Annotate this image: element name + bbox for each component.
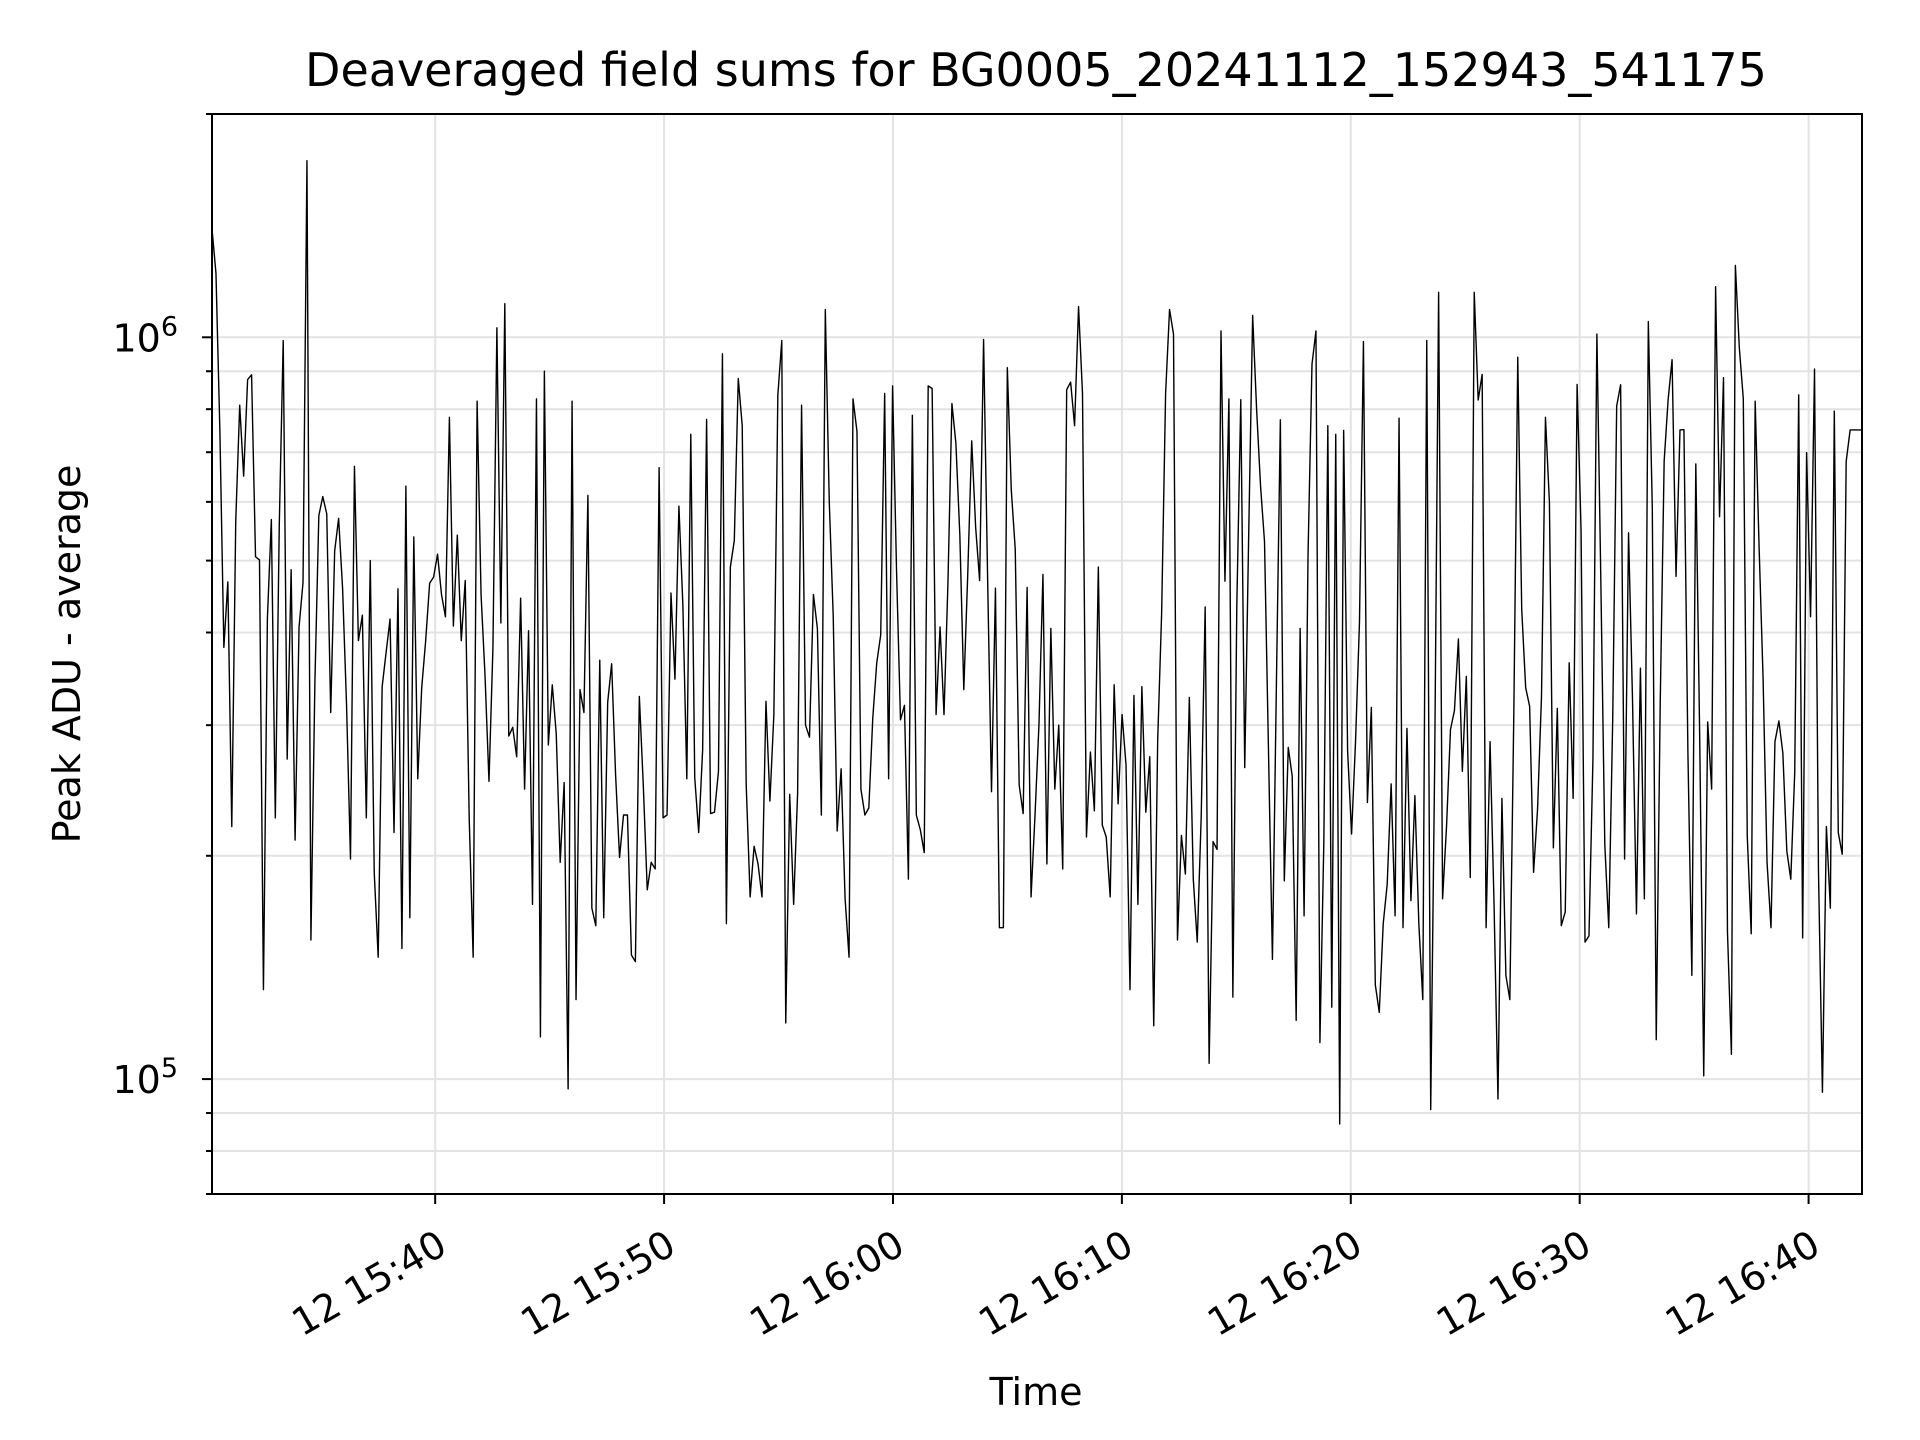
series-line <box>211 160 1862 1125</box>
y-axis-label: Peak ADU - average <box>45 465 89 844</box>
chart-title: Deaveraged field sums for BG0005_2024111… <box>305 43 1767 97</box>
y-axis: 105 106 <box>112 113 212 1195</box>
plot-frame <box>211 113 1863 1195</box>
x-axis-label: Time <box>989 1370 1083 1414</box>
grid <box>212 113 1862 1195</box>
y-tick-label: 105 <box>112 1053 178 1102</box>
y-tick-label: 106 <box>112 311 178 360</box>
